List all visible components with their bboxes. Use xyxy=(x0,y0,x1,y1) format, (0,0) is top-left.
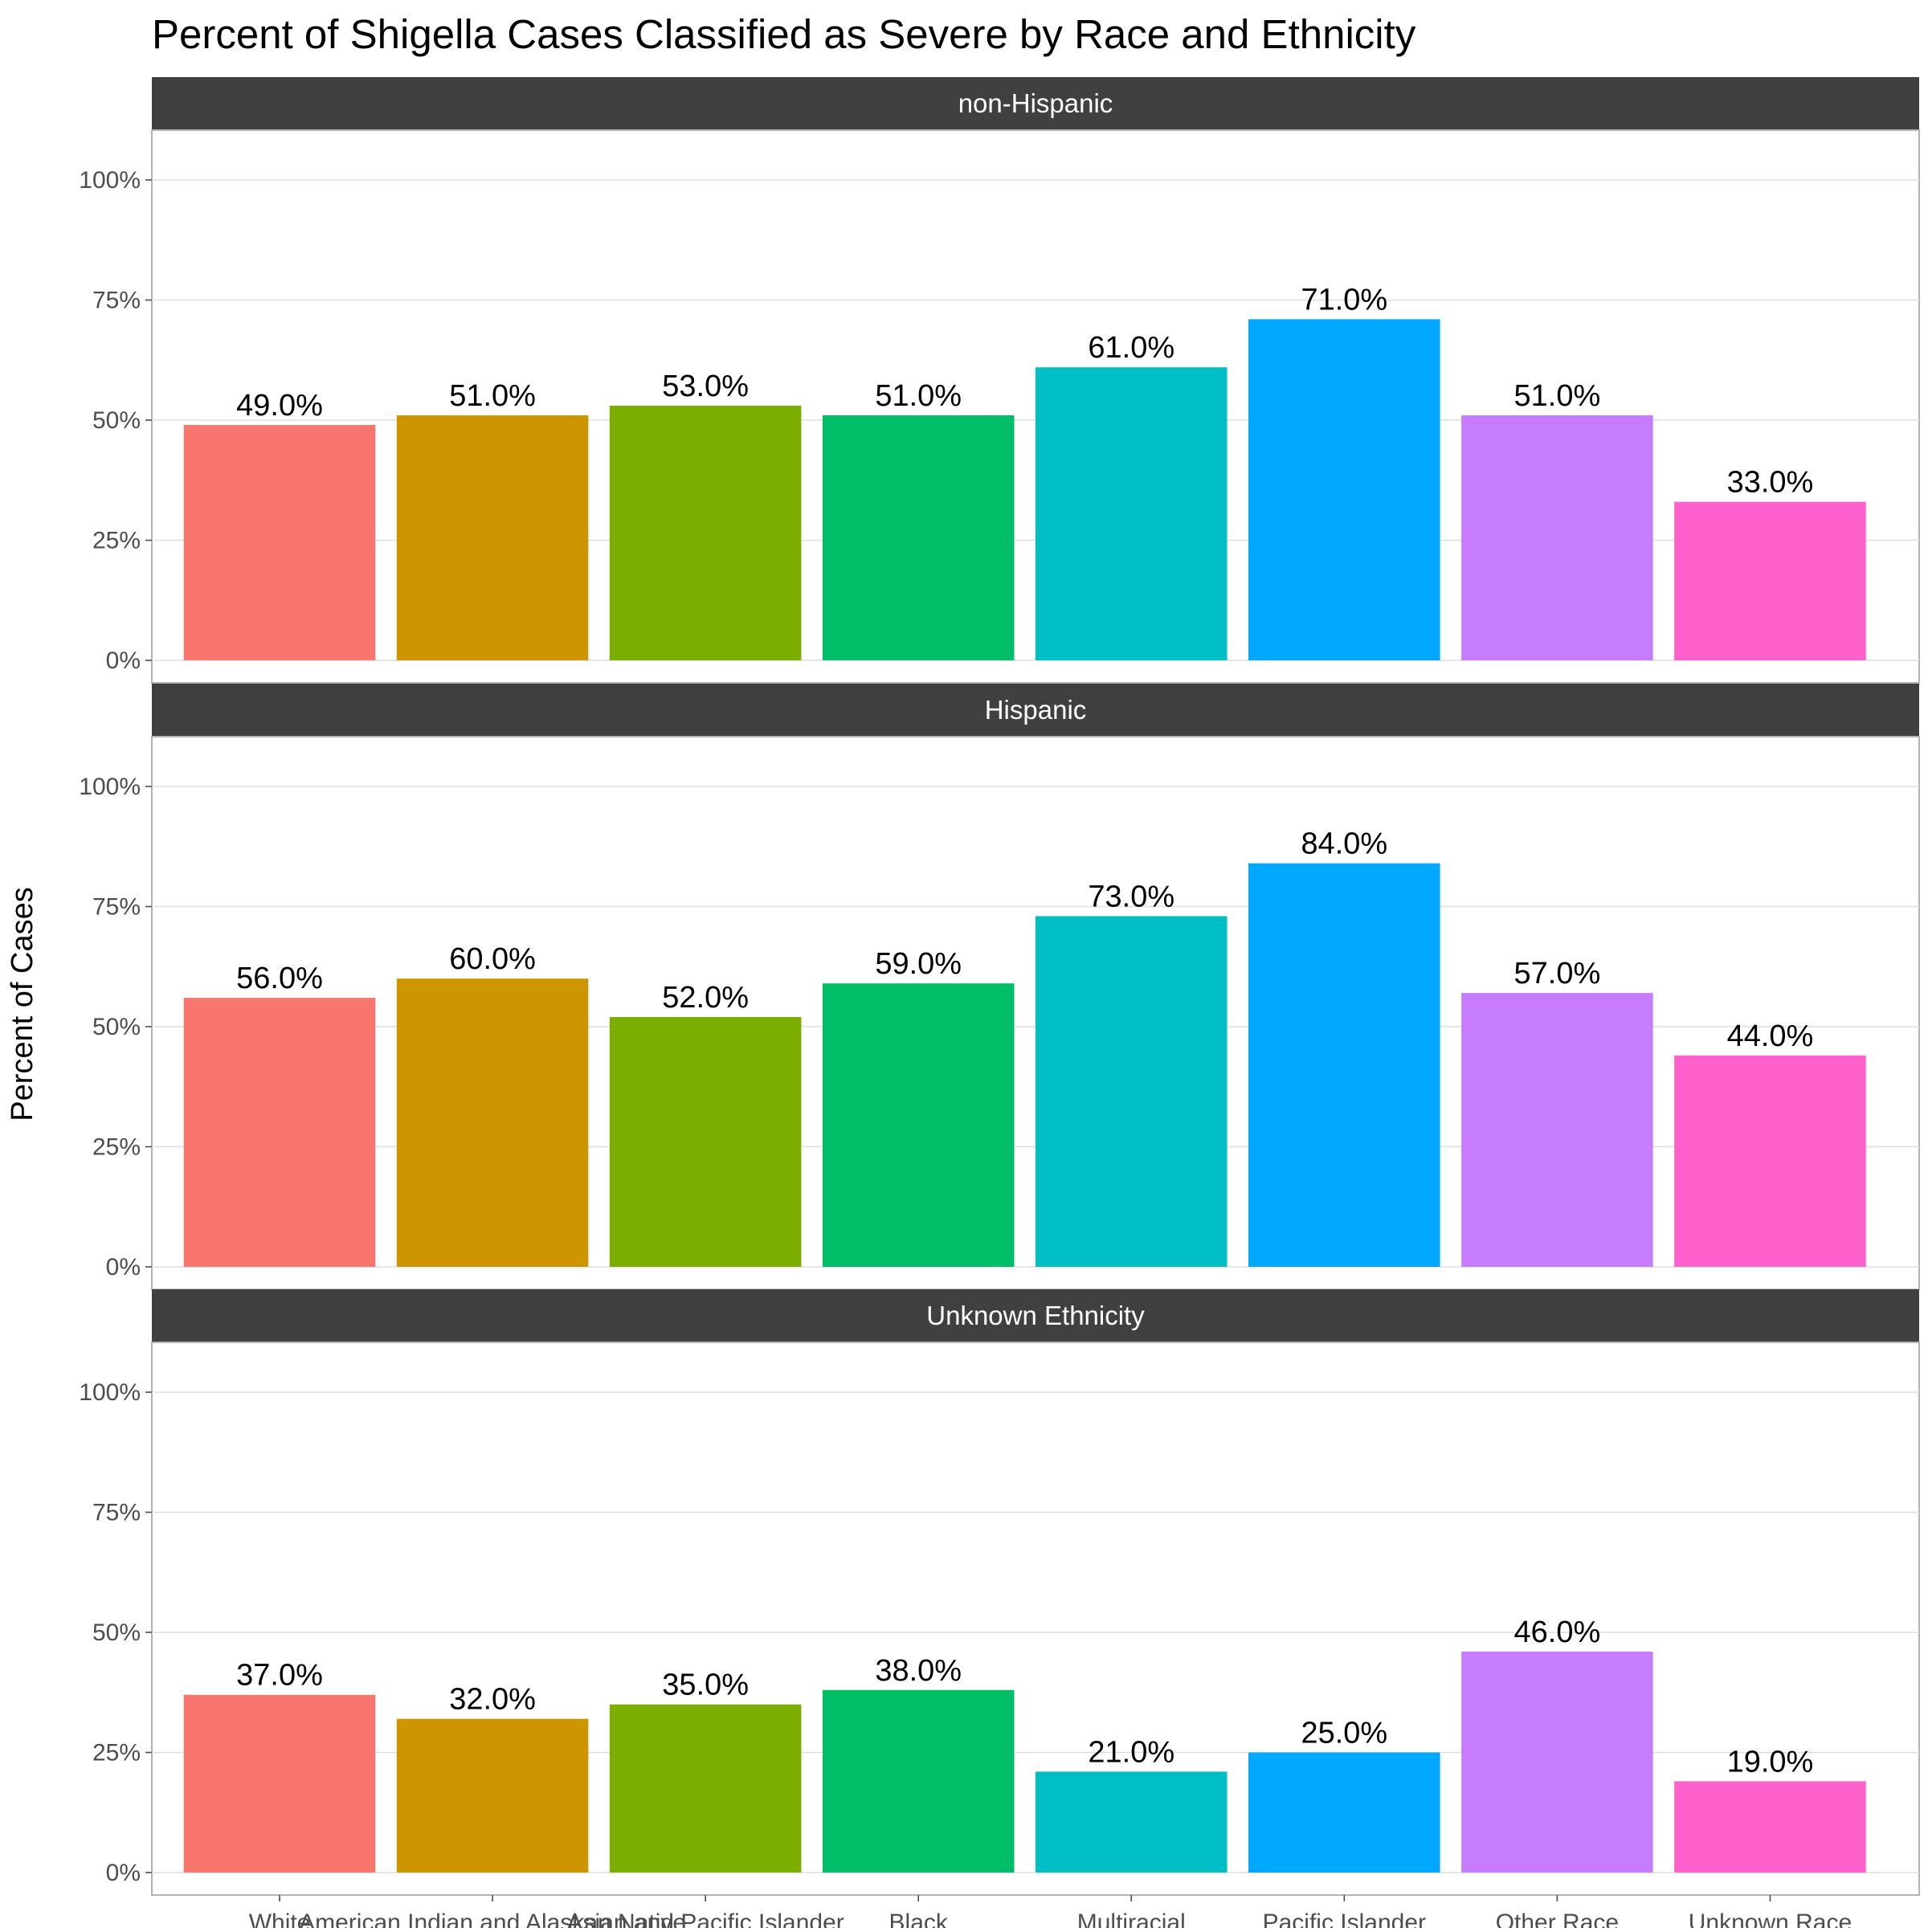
data-label: 25.0% xyxy=(1301,1717,1387,1750)
bar xyxy=(183,424,376,660)
data-label: 37.0% xyxy=(236,1659,323,1693)
data-label: 56.0% xyxy=(236,962,323,995)
facet-panel: Hispanic 0% 25% 50% 75% 100% 56.0% 60.0% 52.0% 59… xyxy=(79,684,1920,1290)
data-label: 60.0% xyxy=(449,942,536,976)
y-tick-label: 0% xyxy=(106,1860,141,1886)
bar xyxy=(1035,916,1227,1267)
facet-strip xyxy=(152,684,1919,737)
bar xyxy=(1461,993,1653,1267)
y-tick-label: 50% xyxy=(92,1014,141,1040)
y-tick-label: 75% xyxy=(92,288,141,314)
x-tick-label: Unknown Race xyxy=(1689,1910,1852,1928)
facet-panel: Unknown Ethnicity 0% 25% 50% 75% 100% 37.0% 32.… xyxy=(79,1289,1920,1896)
bar xyxy=(1248,863,1440,1267)
y-tick-label: 0% xyxy=(106,1254,141,1281)
bar xyxy=(822,415,1015,660)
data-label: 61.0% xyxy=(1088,331,1174,365)
chart-title: Percent of Shigella Cases Classified as … xyxy=(152,11,1416,57)
bar xyxy=(822,1689,1015,1873)
bar xyxy=(609,406,802,660)
data-label: 59.0% xyxy=(875,947,962,981)
data-label: 51.0% xyxy=(1514,379,1601,413)
bar xyxy=(1035,367,1227,660)
data-label: 71.0% xyxy=(1301,283,1387,317)
data-label: 49.0% xyxy=(236,389,323,423)
facet-strip-label: Unknown Ethnicity xyxy=(926,1301,1145,1330)
x-tick-label: Other Race xyxy=(1496,1910,1619,1928)
bar xyxy=(609,1017,802,1267)
data-label: 21.0% xyxy=(1088,1735,1174,1769)
bar xyxy=(396,978,589,1267)
facet-strip xyxy=(152,77,1919,130)
facet-strip-label: non-Hispanic xyxy=(958,88,1113,118)
data-label: 57.0% xyxy=(1514,957,1601,991)
data-label: 32.0% xyxy=(449,1683,536,1717)
bar xyxy=(1461,415,1653,660)
data-label: 33.0% xyxy=(1727,466,1814,500)
bar xyxy=(396,1718,589,1873)
data-label: 51.0% xyxy=(875,379,962,413)
y-tick-label: 25% xyxy=(92,528,141,554)
y-tick-label: 100% xyxy=(79,1379,141,1406)
facet-strip-label: Hispanic xyxy=(985,695,1087,725)
data-label: 73.0% xyxy=(1088,880,1174,913)
y-tick-label: 75% xyxy=(92,1500,141,1526)
y-tick-label: 50% xyxy=(92,1620,141,1646)
bar xyxy=(1248,319,1440,660)
bar xyxy=(1674,1055,1866,1267)
data-label: 84.0% xyxy=(1301,827,1387,861)
bar xyxy=(1035,1771,1227,1873)
data-label: 53.0% xyxy=(662,370,749,403)
y-tick-label: 25% xyxy=(92,1134,141,1161)
data-label: 44.0% xyxy=(1727,1019,1814,1053)
bar xyxy=(396,415,589,660)
facet-panel: non-Hispanic 0% 25% 50% 75% 100% 49.0% 51.0% 53.… xyxy=(79,77,1920,684)
bar xyxy=(183,1694,376,1873)
facet-strip xyxy=(152,1289,1919,1342)
y-axis-title: Percent of Cases xyxy=(6,887,39,1121)
bar xyxy=(183,998,376,1267)
bar xyxy=(1674,501,1866,660)
bar xyxy=(1674,1781,1866,1873)
x-tick-label: Pacific Islander xyxy=(1263,1910,1426,1928)
x-tick-label: Black xyxy=(889,1910,949,1928)
data-label: 19.0% xyxy=(1727,1745,1814,1779)
y-tick-label: 25% xyxy=(92,1740,141,1767)
data-label: 38.0% xyxy=(875,1654,962,1688)
y-tick-label: 0% xyxy=(106,647,141,674)
data-label: 35.0% xyxy=(662,1669,749,1702)
facet-panels: non-Hispanic 0% 25% 50% 75% 100% 49.0% 51.0% 53.… xyxy=(79,77,1920,1896)
data-label: 46.0% xyxy=(1514,1615,1601,1649)
bar xyxy=(822,983,1015,1267)
x-tick-label: Multiracial xyxy=(1077,1910,1186,1928)
y-tick-label: 75% xyxy=(92,894,141,921)
data-label: 51.0% xyxy=(449,379,536,413)
x-tick-label: Asian and Pacific Islander xyxy=(567,1910,844,1928)
y-tick-label: 100% xyxy=(79,774,141,800)
y-tick-label: 100% xyxy=(79,167,141,194)
bar xyxy=(609,1704,802,1873)
bar xyxy=(1461,1651,1653,1873)
y-tick-label: 50% xyxy=(92,407,141,434)
data-label: 52.0% xyxy=(662,981,749,1015)
bar xyxy=(1248,1752,1440,1873)
